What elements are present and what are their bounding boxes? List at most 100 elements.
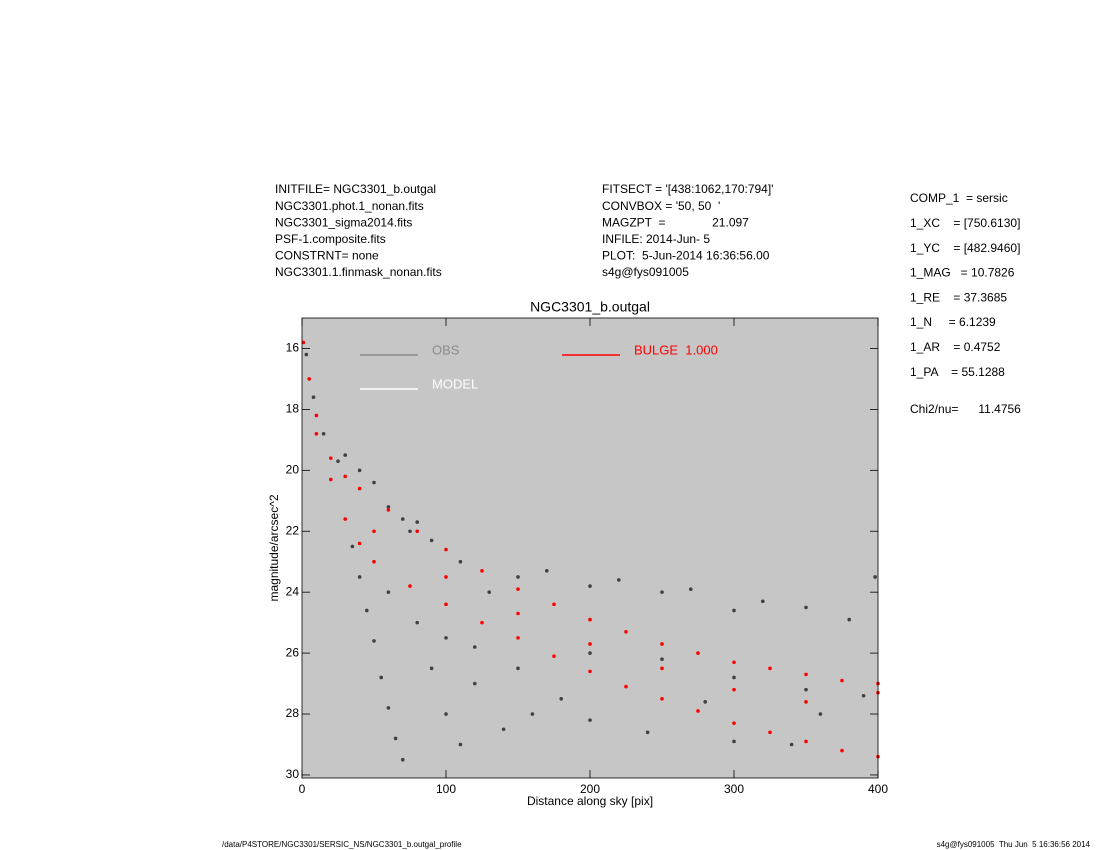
data-point bbox=[357, 468, 362, 473]
data-point bbox=[732, 721, 736, 725]
data-point bbox=[660, 696, 664, 701]
header-middle-line: FITSECT = '[438:1062,170:794]' bbox=[602, 182, 773, 196]
data-point bbox=[314, 431, 319, 436]
data-point bbox=[552, 602, 556, 607]
data-point bbox=[624, 629, 628, 634]
data-point bbox=[343, 517, 348, 521]
chi2: Chi2/nu= 11.4756 bbox=[910, 402, 1021, 416]
parameter-line: 1_AR = 0.4752 bbox=[910, 340, 1001, 354]
y-tick-label: 20 bbox=[286, 462, 300, 476]
data-point bbox=[732, 675, 736, 680]
data-point bbox=[559, 696, 563, 701]
data-point bbox=[372, 639, 376, 643]
data-point bbox=[840, 748, 844, 753]
data-point bbox=[516, 611, 520, 616]
data-point bbox=[840, 678, 844, 683]
header-middle-line: s4g@fys091005 bbox=[602, 265, 689, 279]
data-point bbox=[689, 587, 693, 591]
data-point bbox=[444, 712, 448, 716]
data-point bbox=[408, 584, 412, 588]
data-point bbox=[329, 456, 333, 460]
x-tick-label: 400 bbox=[868, 782, 888, 796]
data-point bbox=[732, 660, 736, 665]
data-point bbox=[696, 709, 700, 713]
data-point bbox=[873, 575, 877, 579]
y-tick-label: 16 bbox=[286, 341, 300, 355]
data-point bbox=[372, 480, 376, 485]
data-point bbox=[804, 605, 808, 610]
parameter-line: 1_MAG = 10.7826 bbox=[910, 266, 1015, 280]
x-tick-label: 200 bbox=[580, 782, 600, 796]
data-point bbox=[343, 453, 348, 457]
data-point bbox=[804, 687, 808, 692]
series-points bbox=[301, 340, 880, 759]
data-point bbox=[516, 636, 520, 640]
data-point bbox=[458, 742, 463, 747]
legend-label: BULGE 1.000 bbox=[634, 342, 718, 357]
legend-label: MODEL bbox=[432, 376, 478, 391]
y-tick-label: 22 bbox=[286, 523, 300, 537]
parameter-line: 1_YC = [482.9460] bbox=[910, 241, 1020, 255]
data-point bbox=[444, 575, 448, 579]
data-point bbox=[818, 712, 823, 716]
data-point bbox=[617, 578, 621, 582]
data-point bbox=[415, 620, 420, 625]
data-point bbox=[624, 684, 628, 689]
chart-title: NGC3301_b.outgal bbox=[530, 299, 650, 315]
data-point bbox=[861, 693, 866, 698]
data-point bbox=[804, 700, 808, 704]
data-point bbox=[696, 651, 700, 655]
header-left-line: NGC3301.1.finmask_nonan.fits bbox=[275, 265, 442, 279]
data-point bbox=[545, 569, 549, 573]
footer-stamp: s4g@fys091005 Thu Jun 5 16:36:56 2014 bbox=[937, 840, 1091, 849]
data-point bbox=[473, 645, 477, 649]
y-tick-label: 18 bbox=[286, 402, 300, 416]
data-point bbox=[444, 602, 448, 607]
data-point bbox=[401, 757, 405, 762]
data-point bbox=[307, 377, 312, 381]
header-middle-line: MAGZPT = 21.097 bbox=[602, 215, 749, 229]
parameter-line: 1_N = 6.1239 bbox=[910, 315, 996, 329]
data-point bbox=[415, 529, 420, 534]
data-point bbox=[480, 620, 484, 625]
data-point bbox=[588, 669, 592, 674]
data-point bbox=[408, 529, 412, 534]
data-point bbox=[789, 742, 794, 747]
data-point bbox=[365, 608, 369, 613]
data-point bbox=[357, 541, 362, 546]
series-points bbox=[304, 352, 877, 762]
data-point bbox=[329, 477, 333, 482]
data-point bbox=[660, 657, 664, 661]
data-point bbox=[732, 739, 736, 744]
data-point bbox=[516, 666, 520, 671]
data-point bbox=[804, 739, 808, 744]
data-point bbox=[386, 505, 391, 509]
data-point bbox=[761, 599, 765, 604]
x-tick-label: 0 bbox=[299, 782, 306, 796]
data-point bbox=[429, 666, 434, 671]
y-tick-label: 26 bbox=[286, 645, 300, 659]
data-point bbox=[768, 730, 772, 735]
header-left-line: INITFILE= NGC3301_b.outgal bbox=[275, 182, 436, 196]
header-left-line: NGC3301_sigma2014.fits bbox=[275, 215, 412, 229]
data-point bbox=[357, 575, 362, 579]
data-point bbox=[444, 547, 448, 552]
parameter-line: 1_PA = 55.1288 bbox=[910, 365, 1005, 379]
x-tick-label: 300 bbox=[724, 782, 744, 796]
data-point bbox=[516, 587, 520, 591]
parameter-line: 1_XC = [750.6130] bbox=[910, 216, 1020, 230]
data-point bbox=[301, 340, 306, 345]
header-left-line: NGC3301.phot.1_nonan.fits bbox=[275, 199, 424, 213]
data-point bbox=[588, 584, 592, 588]
data-point bbox=[501, 727, 506, 732]
data-point bbox=[660, 642, 664, 646]
parameter-line: 1_RE = 37.3685 bbox=[910, 290, 1007, 304]
y-axis-label: magnitude/arcsec^2 bbox=[267, 494, 281, 601]
data-point bbox=[321, 431, 326, 436]
header-left-line: PSF-1.composite.fits bbox=[275, 232, 386, 246]
data-point bbox=[386, 590, 391, 594]
data-point bbox=[552, 654, 556, 658]
y-tick-label: 28 bbox=[286, 706, 300, 720]
data-point bbox=[588, 651, 592, 655]
